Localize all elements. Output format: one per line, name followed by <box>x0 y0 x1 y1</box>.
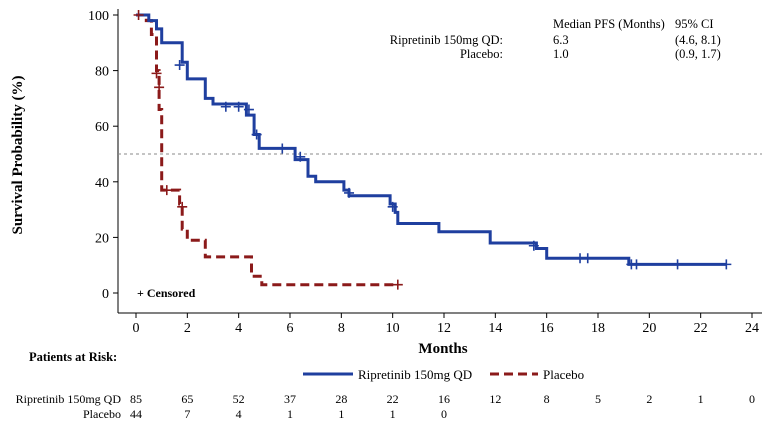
risk-row-label: Placebo <box>83 407 121 421</box>
y-tick-label: 20 <box>95 231 109 246</box>
risk-count: 5 <box>595 392 601 406</box>
placebo-censor-mark <box>133 10 144 20</box>
x-tick-label: 22 <box>694 321 708 336</box>
risk-count: 37 <box>284 392 296 406</box>
risk-count: 0 <box>749 392 755 406</box>
ripretinib-censor-mark <box>251 129 262 140</box>
risk-count: 1 <box>287 407 293 421</box>
risk-count: 4 <box>236 407 242 421</box>
x-tick-label: 20 <box>642 321 656 336</box>
ripretinib-censor-mark <box>631 259 642 270</box>
ripretinib-curve <box>136 13 727 266</box>
x-tick-label: 0 <box>133 321 140 336</box>
risk-count: 7 <box>184 407 190 421</box>
x-tick-label: 4 <box>235 321 242 336</box>
placebo-curve <box>136 13 398 287</box>
risk-count: 1 <box>338 407 344 421</box>
median-row-label: Ripretinib 150mg QD: <box>390 33 503 47</box>
risk-count: 16 <box>438 392 450 406</box>
risk-count: 52 <box>233 392 245 406</box>
x-tick-label: 24 <box>745 321 759 336</box>
risk-count: 85 <box>130 392 142 406</box>
legend-label: Ripretinib 150mg QD <box>358 367 472 382</box>
x-tick-label: 8 <box>338 321 345 336</box>
x-tick-label: 16 <box>540 321 554 336</box>
risk-count: 12 <box>489 392 501 406</box>
median-row-value: 1.0 <box>553 47 569 61</box>
ci-header: 95% CI <box>675 17 714 31</box>
risk-count: 8 <box>544 392 550 406</box>
ripretinib-censor-mark <box>582 253 593 264</box>
median-row-label: Placebo: <box>460 47 503 61</box>
median-table: Median PFS (Months) 95% CI Ripretinib 15… <box>390 17 721 61</box>
y-tick-label: 40 <box>95 176 109 191</box>
x-tick-label: 18 <box>591 321 605 336</box>
ripretinib-censor-mark <box>344 187 355 198</box>
risk-count: 1 <box>390 407 396 421</box>
placebo-censor-mark <box>392 279 403 290</box>
y-tick-label: 60 <box>95 120 109 135</box>
ripretinib-censor-mark <box>243 104 254 115</box>
ripretinib-censor-mark <box>387 201 398 212</box>
y-tick-label: 100 <box>88 9 109 24</box>
ripretinib-censor-mark <box>528 240 539 251</box>
x-tick-label: 12 <box>437 321 451 336</box>
censored-note: + Censored <box>137 286 196 300</box>
x-tick-label: 2 <box>184 321 191 336</box>
x-axis-title: Months <box>418 341 467 357</box>
risk-count: 0 <box>441 407 447 421</box>
risk-count: 2 <box>646 392 652 406</box>
median-row-value: 6.3 <box>553 33 569 47</box>
survival-curves <box>136 13 727 287</box>
ripretinib-censor-mark <box>295 151 306 162</box>
risk-count: 1 <box>698 392 704 406</box>
ripretinib-censor-mark <box>277 143 288 154</box>
legend: Ripretinib 150mg QD Placebo <box>303 367 584 382</box>
x-tick-label: 10 <box>386 321 400 336</box>
risk-count: 65 <box>181 392 193 406</box>
ripretinib-censor-mark <box>220 101 231 112</box>
censor-marks <box>133 10 732 290</box>
ripretinib-censor-mark <box>672 259 683 270</box>
placebo-censor-mark <box>151 68 162 79</box>
y-tick-label: 0 <box>102 287 109 302</box>
ripretinib-censor-mark <box>174 60 185 71</box>
placebo-censor-mark <box>177 201 188 212</box>
risk-table-title: Patients at Risk: <box>29 350 117 364</box>
legend-label: Placebo <box>543 367 584 382</box>
risk-table: 85 65 52 37 28 22 16 12 8 5 2 1 044 7 4 1 1 1 0 <box>130 392 755 421</box>
risk-count: 44 <box>130 407 142 421</box>
placebo-censor-mark <box>161 185 172 196</box>
placebo-censor-mark <box>154 82 165 93</box>
x-tick-label: 6 <box>287 321 294 336</box>
risk-count: 22 <box>387 392 399 406</box>
risk-count: 28 <box>335 392 347 406</box>
x-tick-label: 14 <box>488 321 502 336</box>
median-row-ci: (0.9, 1.7) <box>675 47 721 61</box>
y-tick-label: 80 <box>95 65 109 80</box>
ripretinib-censor-mark <box>233 101 244 112</box>
median-header: Median PFS (Months) <box>553 17 665 31</box>
y-axis-title: Survival Probability (%) <box>10 76 26 235</box>
ripretinib-censor-mark <box>721 259 732 270</box>
median-row-ci: (4.6, 8.1) <box>675 33 721 47</box>
risk-row-label: Ripretinib 150mg QD <box>16 392 122 406</box>
